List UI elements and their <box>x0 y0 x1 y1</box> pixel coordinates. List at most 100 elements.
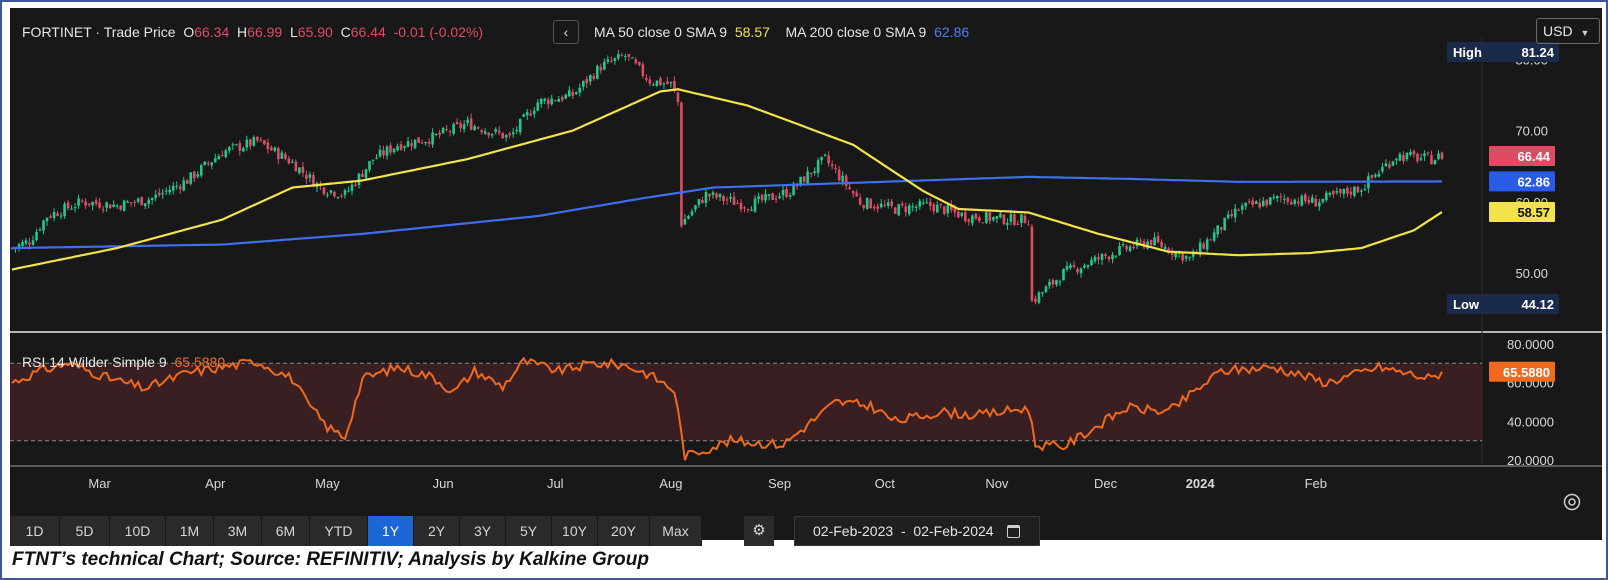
candle-body <box>701 200 704 203</box>
candle-body <box>354 184 357 186</box>
candle-body <box>490 133 494 136</box>
candle-body <box>1395 158 1398 161</box>
month-tick-label: Apr <box>205 476 226 491</box>
candle-body <box>192 171 196 179</box>
candle-body <box>1146 241 1149 249</box>
candle-body <box>550 98 554 105</box>
candle-body <box>1412 151 1416 155</box>
date-end: 02-Feb-2024 <box>913 523 994 539</box>
settings-button[interactable]: ⚙ <box>744 516 774 546</box>
period-button-1m[interactable]: 1M <box>166 516 214 546</box>
period-button-1d[interactable]: 1D <box>10 516 60 546</box>
candle-body <box>1328 192 1332 195</box>
candle-body <box>1212 232 1216 241</box>
candle-body <box>985 212 988 223</box>
period-button-1y[interactable]: 1Y <box>368 516 414 546</box>
candle-body <box>792 183 795 196</box>
candle-body <box>683 218 687 225</box>
candle-body <box>1174 251 1177 257</box>
candle-body <box>967 219 971 222</box>
candle-body <box>270 147 273 151</box>
candle-body <box>228 147 231 151</box>
candle-body <box>816 160 820 173</box>
candle-body <box>273 147 277 152</box>
candle-body <box>964 212 967 221</box>
candle-body <box>764 193 767 201</box>
candle-body <box>1216 225 1219 235</box>
candle-body <box>813 171 816 173</box>
candle-body <box>385 146 389 156</box>
separator-dot: · <box>95 24 101 40</box>
period-button-10y[interactable]: 10Y <box>552 516 598 546</box>
date-range-picker[interactable]: 02-Feb-2023 - 02-Feb-2024 <box>794 516 1040 546</box>
candle-body <box>809 172 813 175</box>
period-button-10d[interactable]: 10D <box>110 516 166 546</box>
candle-body <box>168 190 172 193</box>
candle-body <box>399 144 403 150</box>
month-tick-label: Mar <box>88 476 111 491</box>
target-icon[interactable] <box>1562 492 1582 512</box>
candle-body <box>448 131 452 133</box>
candle-body <box>1079 268 1083 274</box>
candle-body <box>336 197 340 199</box>
price-chart-svg[interactable]: 50.0060.0070.0080.0020.000040.000060.000… <box>10 8 1602 540</box>
candle-body <box>1058 281 1062 283</box>
candle-body <box>725 199 729 201</box>
candle-body <box>746 209 750 211</box>
collapse-legend-button[interactable]: ‹ <box>553 20 579 44</box>
ma200-label: MA 200 close 0 SMA 9 <box>785 24 927 40</box>
candle-body <box>483 131 487 134</box>
candle-body <box>522 114 526 117</box>
month-tick-label: Nov <box>985 476 1009 491</box>
candle-body <box>301 166 305 173</box>
period-button-max[interactable]: Max <box>650 516 702 546</box>
candle-body <box>1332 191 1335 195</box>
candle-body <box>224 150 228 158</box>
candle-body <box>1209 239 1212 241</box>
candle-body <box>1027 224 1030 226</box>
candle-body <box>101 209 105 211</box>
high-value: 66.99 <box>247 24 283 40</box>
candle-body <box>795 185 799 187</box>
candle-body <box>753 198 757 212</box>
candle-body <box>1240 205 1244 210</box>
candle-body <box>1405 152 1409 160</box>
candle-body <box>774 198 778 200</box>
currency-dropdown[interactable]: USD ▼ <box>1536 18 1600 44</box>
candle-body <box>424 141 427 144</box>
candle-body <box>921 202 925 204</box>
candle-body <box>1440 152 1444 160</box>
candle-body <box>830 164 834 167</box>
candle-body <box>995 216 999 219</box>
candle-body <box>357 173 361 185</box>
candle-body <box>567 90 571 97</box>
candle-body <box>971 215 974 224</box>
candle-body <box>445 128 448 131</box>
candle-body <box>855 192 858 197</box>
candle-body <box>1100 253 1104 260</box>
candle-body <box>974 213 978 219</box>
candle-body <box>1307 199 1311 203</box>
candle-body <box>1251 200 1255 205</box>
period-button-5y[interactable]: 5Y <box>506 516 552 546</box>
candle-body <box>999 213 1002 218</box>
candle-body <box>638 62 641 65</box>
period-button-6m[interactable]: 6M <box>262 516 310 546</box>
period-button-2y[interactable]: 2Y <box>414 516 460 546</box>
candle-body <box>1265 199 1269 206</box>
period-button-5d[interactable]: 5D <box>60 516 110 546</box>
candle-body <box>736 203 739 205</box>
period-button-ytd[interactable]: YTD <box>310 516 368 546</box>
candle-body <box>80 200 84 202</box>
period-button-3m[interactable]: 3M <box>214 516 262 546</box>
candle-body <box>802 176 806 183</box>
candle-body <box>820 156 823 161</box>
candle-body <box>263 140 266 145</box>
candle-body <box>1156 236 1160 242</box>
rsi-value: 65.5880 <box>174 354 226 370</box>
candle-body <box>1353 186 1356 196</box>
candle-body <box>1335 191 1339 193</box>
period-button-20y[interactable]: 20Y <box>598 516 650 546</box>
candle-body <box>1044 286 1048 293</box>
period-button-3y[interactable]: 3Y <box>460 516 506 546</box>
